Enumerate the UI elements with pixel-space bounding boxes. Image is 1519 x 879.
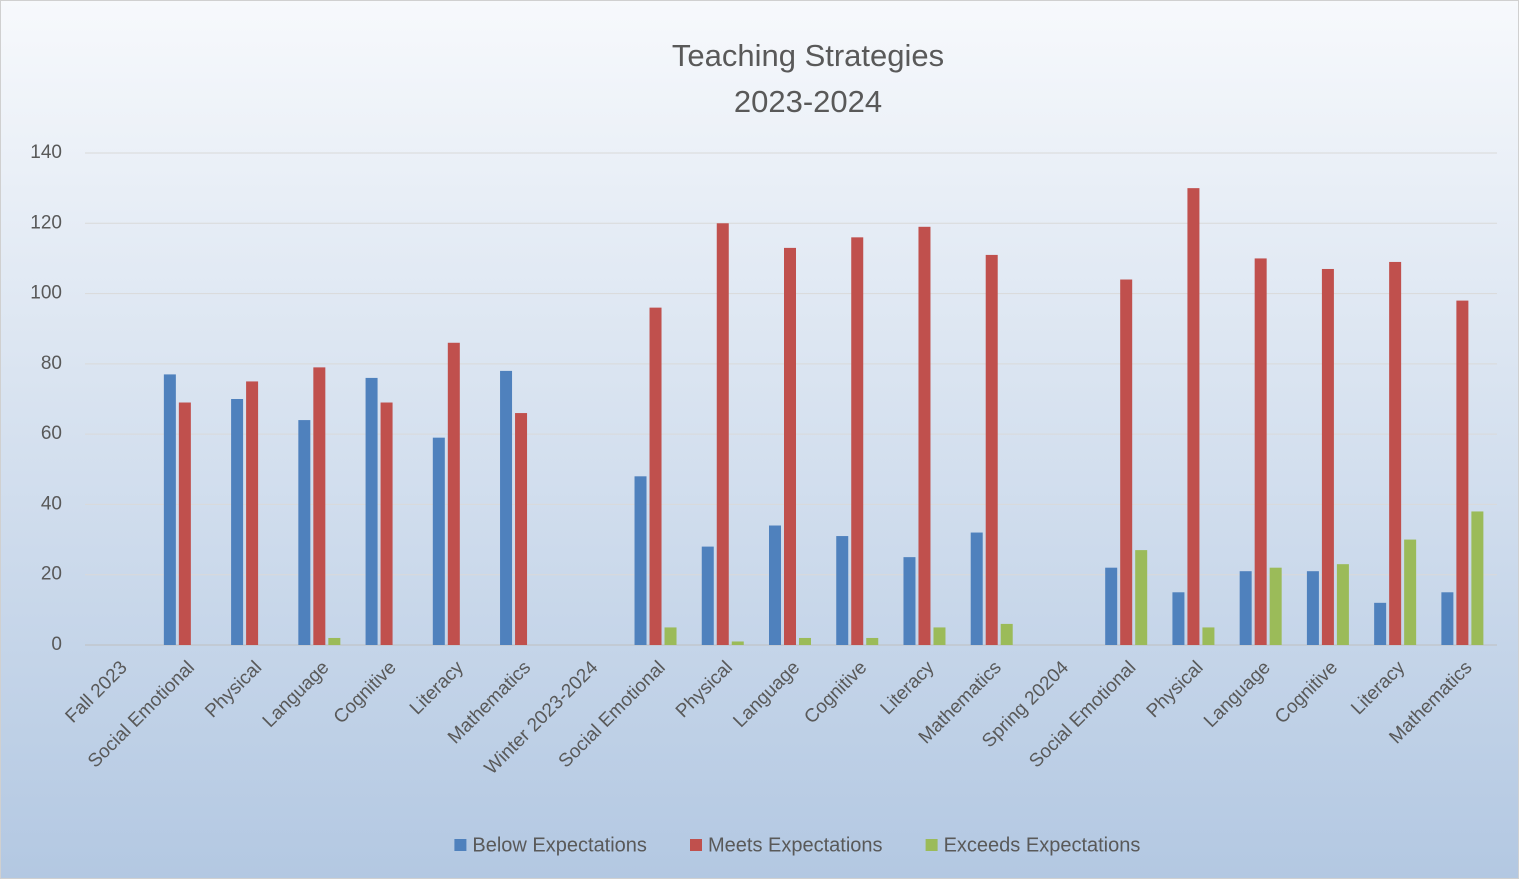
bar xyxy=(500,370,513,645)
bar xyxy=(1000,623,1013,645)
bar xyxy=(1254,258,1267,645)
y-tick-label: 40 xyxy=(41,493,62,514)
bar xyxy=(1471,511,1484,645)
y-tick-label: 0 xyxy=(51,634,62,655)
bar xyxy=(328,637,341,645)
bar xyxy=(178,402,191,645)
bar xyxy=(1105,567,1118,645)
bar xyxy=(1374,602,1387,645)
bar xyxy=(731,641,744,645)
bar xyxy=(1269,567,1282,645)
bar xyxy=(313,367,326,645)
bar xyxy=(298,420,311,645)
legend-swatch xyxy=(454,839,467,851)
bar xyxy=(447,342,460,645)
bar xyxy=(163,374,176,645)
bar xyxy=(1306,571,1319,645)
bar xyxy=(1172,592,1185,645)
bar xyxy=(1321,268,1334,645)
bar xyxy=(1120,279,1133,645)
legend-swatch xyxy=(690,839,702,851)
y-tick-label: 140 xyxy=(30,142,62,163)
bar xyxy=(664,627,677,645)
bar xyxy=(701,546,714,645)
bar xyxy=(1202,627,1215,645)
bar xyxy=(1239,571,1252,645)
legend-label: Meets Expectations xyxy=(708,834,883,856)
bar xyxy=(933,627,946,645)
bar xyxy=(649,307,662,645)
y-tick-label: 100 xyxy=(30,283,62,304)
bar xyxy=(515,413,528,645)
bar xyxy=(836,536,849,645)
y-tick-label: 120 xyxy=(30,212,62,233)
bar xyxy=(799,637,811,645)
bar xyxy=(1404,539,1417,645)
bar xyxy=(231,399,244,645)
chart-subtitle: 2023-2024 xyxy=(734,84,882,119)
y-tick-label: 60 xyxy=(41,423,62,444)
bar xyxy=(903,557,916,645)
bar xyxy=(246,381,259,645)
bar xyxy=(1456,300,1469,645)
bar xyxy=(1187,188,1200,645)
legend-swatch xyxy=(925,839,938,851)
legend-label: Exceeds Expectations xyxy=(944,834,1141,856)
bar xyxy=(985,254,998,645)
bar xyxy=(380,402,393,645)
bar xyxy=(365,377,378,645)
bar xyxy=(851,237,864,646)
bar xyxy=(784,247,796,645)
bar xyxy=(716,223,729,646)
bar xyxy=(634,476,647,645)
bar xyxy=(1135,550,1148,645)
chart-title: Teaching Strategies xyxy=(672,38,944,73)
bar xyxy=(866,637,879,645)
y-tick-label: 80 xyxy=(41,353,62,374)
bar xyxy=(970,532,983,645)
y-tick-label: 20 xyxy=(41,564,62,585)
bar xyxy=(1441,592,1454,645)
bar xyxy=(1389,261,1402,645)
legend-label: Below Expectations xyxy=(472,834,647,856)
bar xyxy=(1336,564,1349,645)
bar xyxy=(769,525,781,645)
bar xyxy=(432,437,445,645)
bar xyxy=(918,226,931,646)
